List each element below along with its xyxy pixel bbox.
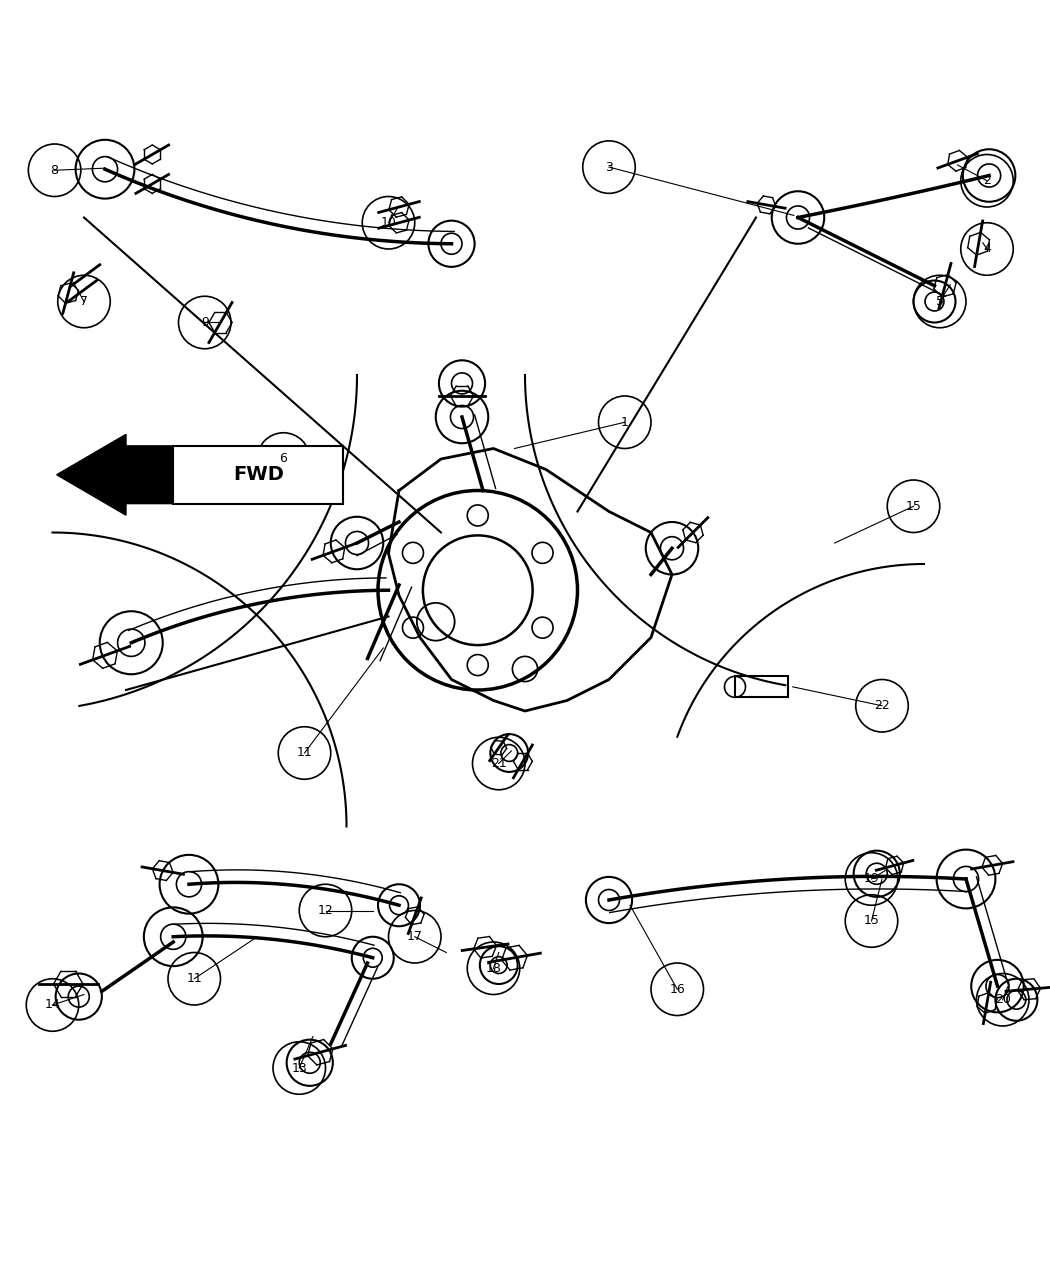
- Text: 11: 11: [187, 973, 202, 986]
- Text: 9: 9: [201, 316, 209, 329]
- Text: 3: 3: [605, 161, 613, 173]
- Text: 2: 2: [983, 175, 991, 187]
- Text: 10: 10: [380, 217, 397, 230]
- Text: 6: 6: [279, 453, 288, 465]
- Text: 19: 19: [863, 872, 880, 886]
- Text: 12: 12: [317, 904, 334, 917]
- Bar: [173, 446, 343, 504]
- Text: 15: 15: [863, 914, 880, 927]
- Text: 17: 17: [406, 931, 423, 944]
- Text: 21: 21: [491, 757, 506, 770]
- Text: 8: 8: [50, 163, 59, 177]
- Text: 22: 22: [874, 699, 890, 713]
- Text: 13: 13: [292, 1062, 307, 1075]
- Text: FWD: FWD: [233, 465, 284, 484]
- FancyArrow shape: [57, 435, 315, 515]
- Text: 16: 16: [670, 983, 685, 996]
- Text: 4: 4: [983, 242, 991, 255]
- Text: 18: 18: [485, 961, 502, 975]
- Text: 15: 15: [905, 500, 922, 513]
- Text: 14: 14: [44, 998, 61, 1011]
- Text: 5: 5: [936, 295, 944, 309]
- Text: 11: 11: [296, 746, 313, 760]
- Bar: [735, 676, 788, 697]
- Text: 7: 7: [80, 295, 88, 309]
- Text: 20: 20: [994, 993, 1011, 1006]
- Text: 1: 1: [621, 416, 629, 428]
